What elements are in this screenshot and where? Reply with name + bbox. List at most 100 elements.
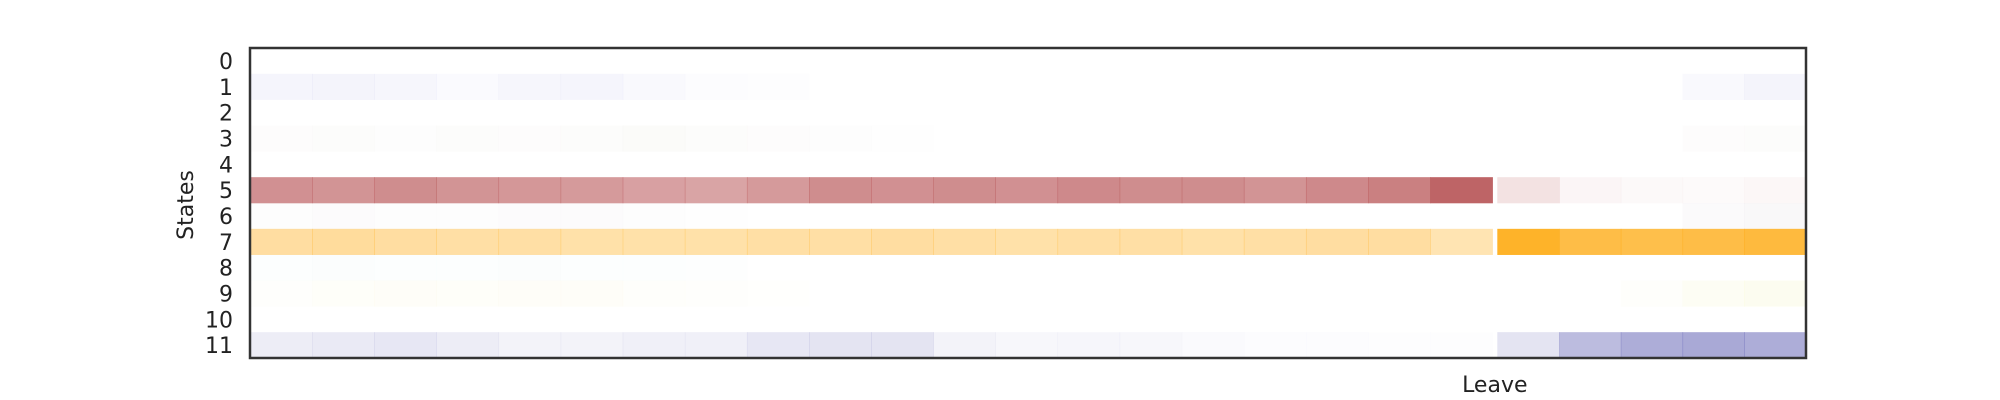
heatmap-cell-state-7-before-3 xyxy=(436,228,500,255)
heatmap-cell-state-9-after-2 xyxy=(1621,281,1683,307)
heatmap-cell-state-7-before-17 xyxy=(1305,228,1369,255)
heatmap-cell-state-8-before-7 xyxy=(685,255,748,281)
heatmap-cell-state-6-before-15 xyxy=(1182,203,1245,229)
heatmap-cell-state-8-before-15 xyxy=(1182,255,1245,281)
heatmap-cell-state-2-before-17 xyxy=(1306,100,1369,126)
heatmap-cell-state-9-before-17 xyxy=(1306,281,1369,307)
heatmap-cell-state-1-before-11 xyxy=(933,74,996,100)
heatmap-cell-state-10-before-6 xyxy=(623,306,686,332)
y-tick-label-5: 5 xyxy=(219,179,233,204)
heatmap-cell-state-6-after-0 xyxy=(1497,203,1559,229)
heatmap-cell-state-2-before-15 xyxy=(1182,100,1245,126)
heatmap-cell-state-4-before-16 xyxy=(1244,151,1307,177)
heatmap-cell-state-9-before-2 xyxy=(374,280,437,307)
heatmap-cell-state-8-before-12 xyxy=(995,255,1058,281)
heatmap-cell-state-7-before-16 xyxy=(1243,228,1307,255)
heatmap-cell-state-4-after-4 xyxy=(1744,151,1806,177)
heatmap-cell-state-0-before-12 xyxy=(995,48,1058,74)
heatmap-cell-state-4-before-17 xyxy=(1306,151,1369,177)
heatmap-cell-state-8-after-1 xyxy=(1559,255,1621,281)
heatmap-cell-state-2-before-3 xyxy=(436,100,499,126)
heatmap-cell-state-11-before-2 xyxy=(374,332,437,359)
heatmap-cell-state-1-before-1 xyxy=(312,73,375,100)
heatmap-cell-state-5-after-1 xyxy=(1559,177,1622,204)
heatmap-cell-state-2-before-8 xyxy=(747,100,810,126)
heatmap-cell-state-5-before-18 xyxy=(1368,177,1431,204)
heatmap-cell-state-3-before-3 xyxy=(436,125,500,152)
heatmap-cell-state-3-before-17 xyxy=(1306,126,1369,152)
y-tick-label-6: 6 xyxy=(219,205,233,230)
heatmap-cell-state-0-before-14 xyxy=(1120,48,1183,74)
heatmap-cell-state-8-before-2 xyxy=(374,255,437,281)
heatmap-cell-state-0-before-9 xyxy=(809,48,872,74)
heatmap-cell-state-8-after-3 xyxy=(1683,255,1745,281)
heatmap-cell-state-10-before-13 xyxy=(1058,306,1121,332)
heatmap-cell-state-10-before-8 xyxy=(747,306,810,332)
heatmap-cell-state-6-after-3 xyxy=(1682,203,1745,230)
heatmap-cell-state-3-before-2 xyxy=(374,126,437,152)
heatmap-cell-state-5-before-9 xyxy=(809,177,872,204)
heatmap-cell-state-0-after-4 xyxy=(1744,48,1806,74)
heatmap-cell-state-11-before-13 xyxy=(1057,332,1121,359)
heatmap-cell-state-3-after-3 xyxy=(1683,126,1745,152)
heatmap-cell-state-10-before-5 xyxy=(561,306,624,332)
heatmap-cell-state-2-before-13 xyxy=(1058,100,1121,126)
y-tick-label-0: 0 xyxy=(219,50,233,75)
heatmap-cell-state-10-before-9 xyxy=(809,306,872,332)
heatmap-cell-state-3-before-18 xyxy=(1368,126,1431,152)
heatmap-cell-state-3-before-13 xyxy=(1058,126,1121,152)
heatmap-cell-state-4-before-9 xyxy=(809,151,872,177)
heatmap-cell-state-7-before-5 xyxy=(560,228,624,255)
heatmap-cell-state-11-before-5 xyxy=(560,332,624,359)
heatmap-cell-state-10-before-2 xyxy=(374,306,437,332)
heatmap-cell-state-3-before-8 xyxy=(747,126,810,152)
heatmap-cell-state-7-after-4 xyxy=(1744,228,1807,255)
heatmap-cell-state-1-before-19 xyxy=(1430,74,1493,100)
heatmap-cell-state-10-after-3 xyxy=(1683,306,1745,332)
heatmap-cell-state-8-before-9 xyxy=(809,255,872,281)
heatmap-cell-state-2-after-1 xyxy=(1559,100,1621,126)
heatmap-cell-state-4-after-3 xyxy=(1683,151,1745,177)
heatmap-cell-state-2-before-10 xyxy=(871,100,934,126)
heatmap-cell-state-9-before-15 xyxy=(1182,281,1245,307)
heatmap-cell-state-9-before-16 xyxy=(1244,281,1307,307)
heatmap-cell-state-4-before-7 xyxy=(685,151,748,177)
heatmap-cell-state-6-before-2 xyxy=(374,203,437,229)
heatmap-cell-state-11-before-16 xyxy=(1244,332,1307,358)
heatmap-cell-state-10-after-2 xyxy=(1621,306,1683,332)
heatmap-cell-state-11-before-3 xyxy=(436,332,500,359)
heatmap-cell-state-8-before-16 xyxy=(1244,255,1307,281)
y-tick-label-10: 10 xyxy=(205,308,233,333)
heatmap-cell-state-0-before-13 xyxy=(1058,48,1121,74)
heatmap-cell-state-8-after-0 xyxy=(1497,255,1559,281)
heatmap-cell-state-6-before-3 xyxy=(436,203,499,229)
heatmap-cell-state-4-before-1 xyxy=(312,151,375,177)
heatmap-cell-state-11-before-14 xyxy=(1119,332,1183,359)
heatmap-cell-state-2-after-4 xyxy=(1744,100,1806,126)
heatmap-cell-state-5-before-3 xyxy=(436,177,500,204)
heatmap-cell-state-9-before-10 xyxy=(871,281,934,307)
heatmap-cell-state-5-before-1 xyxy=(312,177,375,204)
heatmap-cell-state-6-before-8 xyxy=(747,203,810,229)
heatmap-cell-state-1-before-17 xyxy=(1306,74,1369,100)
heatmap-cell-state-10-before-3 xyxy=(436,306,499,332)
heatmap-cell-state-11-before-19 xyxy=(1430,332,1493,358)
heatmap-cell-state-8-before-1 xyxy=(312,255,375,281)
heatmap-cell-state-9-after-0 xyxy=(1497,281,1559,307)
heatmap-cell-state-6-after-1 xyxy=(1559,203,1621,229)
heatmap-cell-state-9-before-5 xyxy=(560,280,624,307)
heatmap-cell-state-1-before-3 xyxy=(436,74,499,100)
heatmap-cell-state-3-before-11 xyxy=(933,126,996,152)
heatmap-cell-state-3-before-0 xyxy=(250,126,313,152)
heatmap-cell-state-8-before-0 xyxy=(250,255,313,281)
heatmap-cell-state-10-before-10 xyxy=(871,306,934,332)
heatmap-cell-state-6-after-2 xyxy=(1621,203,1683,229)
heatmap-cell-state-2-before-14 xyxy=(1120,100,1183,126)
heatmap-cell-state-4-before-5 xyxy=(561,151,624,177)
heatmap-cell-state-8-before-5 xyxy=(561,255,624,281)
heatmap-cell-state-1-before-6 xyxy=(622,73,686,100)
heatmap-cell-state-6-before-4 xyxy=(498,203,561,229)
heatmap-cell-state-7-before-9 xyxy=(809,228,872,255)
heatmap-cell-state-0-before-8 xyxy=(747,48,810,74)
heatmap-cell-state-7-after-2 xyxy=(1620,228,1684,255)
